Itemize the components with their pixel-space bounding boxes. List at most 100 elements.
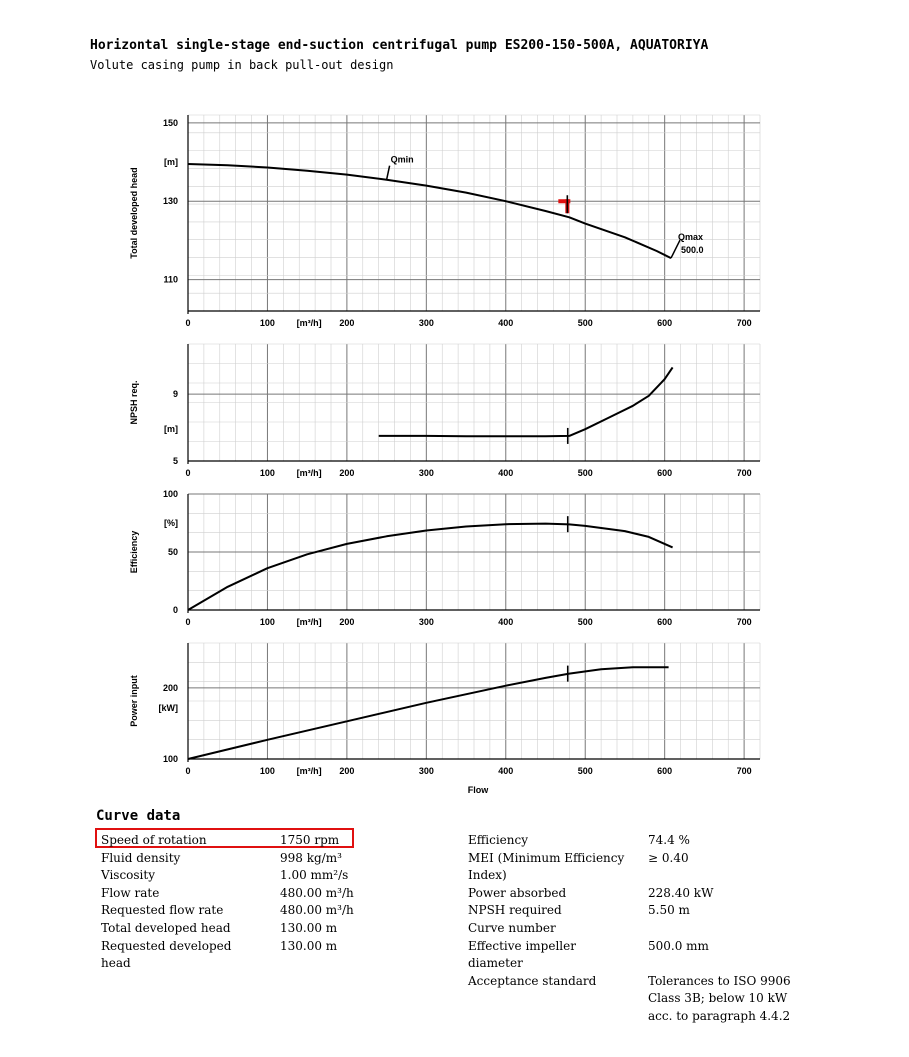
chart0-annotation-diameter: 500.0 <box>681 245 704 255</box>
chart1-xtick-0: 0 <box>185 468 190 478</box>
curve-data-left-labels: Speed of rotation Fluid density Viscosity F… <box>101 832 231 973</box>
curve-data-right-value-2 <box>648 867 791 885</box>
chart3-xlabel: Flow <box>468 785 489 795</box>
chart1-xtick-100: 100 <box>260 468 275 478</box>
curve-data-right-value-10: acc. to paragraph 4.4.2 <box>648 1008 791 1023</box>
curve-data-right-label-2: Index) <box>468 868 507 883</box>
curve-data-right-values: 74.4 % ≥ 0.40 228.40 kW 5.50 m 500.0 mm Toler… <box>648 832 791 1026</box>
chart2-ytick-0: 0 <box>173 605 178 615</box>
chart1-xtick-600: 600 <box>657 468 672 478</box>
curve-data-left-label-2: Viscosity <box>101 868 155 883</box>
curve-data-right-value-6: 500.0 mm <box>648 938 709 953</box>
chart3-xtick-400: 400 <box>498 766 513 776</box>
chart0-xtick-300: 300 <box>419 318 434 328</box>
curve-data-left-value-0: 1750 rpm <box>280 833 340 847</box>
curve-data-right-label-10 <box>468 1008 624 1026</box>
highlight-box <box>95 828 354 848</box>
chart2-yunit: [%] <box>164 518 178 528</box>
chart3-xtick-200: 200 <box>339 766 354 776</box>
curve-data-left-value-3: 480.00 m³/h <box>280 885 354 900</box>
curve-data-left-value-1: 998 kg/m³ <box>280 850 342 865</box>
chart1-ytick-5: 5 <box>173 456 178 466</box>
curve-data-right-value-4: 5.50 m <box>648 903 690 918</box>
chart0-xtick-400: 400 <box>498 318 513 328</box>
chart0-series-0-line <box>187 163 672 259</box>
page-subtitle: Volute casing pump in back pull-out desi… <box>90 58 394 72</box>
curve-data-left-label-7: head <box>101 956 131 971</box>
curve-data-left-value-5: 130.00 m <box>280 920 338 935</box>
chart1-xtick-400: 400 <box>498 468 513 478</box>
chart2-ylabel: Efficiency <box>129 531 139 574</box>
chart0-xtick-200: 200 <box>339 318 354 328</box>
chart1-xtick-200: 200 <box>339 468 354 478</box>
chart2-xtick-0: 0 <box>185 617 190 627</box>
chart0-xtick-500: 500 <box>578 318 593 328</box>
curve-data-right-label-4: NPSH required <box>468 903 562 918</box>
chart3-ytick-100: 100 <box>163 754 178 764</box>
chart3-xunit: [m³/h] <box>297 766 322 776</box>
chart0-qmax-leader <box>670 239 681 259</box>
curve-data-left-value-4: 480.00 m³/h <box>280 903 354 918</box>
chart3-series-0-line <box>187 666 669 760</box>
curve-data-right-label-7: diameter <box>468 956 523 971</box>
chart2-xtick-400: 400 <box>498 617 513 627</box>
curve-data-right-value-8: Tolerances to ISO 9906 <box>648 973 791 988</box>
chart0-xtick-100: 100 <box>260 318 275 328</box>
curve-data-right-value-3: 228.40 kW <box>648 885 714 900</box>
curve-data-left-label-0: Speed of rotation <box>101 833 207 847</box>
curve-data-right-label-3: Power absorbed <box>468 885 567 900</box>
chart2-xtick-500: 500 <box>578 617 593 627</box>
curve-data-right-value-1: ≥ 0.40 <box>648 850 689 865</box>
chart2-xtick-200: 200 <box>339 617 354 627</box>
chart1-xtick-700: 700 <box>737 468 752 478</box>
curve-data-right-label-0: Efficiency <box>468 833 529 847</box>
curve-data-right-value-5 <box>648 920 791 938</box>
curve-data-right-value-0: 74.4 % <box>648 833 690 847</box>
curve-data-right-label-9 <box>468 990 624 1008</box>
curve-data-left-label-3: Flow rate <box>101 885 160 900</box>
chart3-ylabel: Power input <box>129 675 139 727</box>
curve-data-left-value-7 <box>280 955 354 973</box>
chart0-xtick-0: 0 <box>185 318 190 328</box>
chart2-series-0-line <box>187 522 674 611</box>
chart1-yunit: [m] <box>164 424 178 434</box>
chart0-xunit: [m³/h] <box>297 318 322 328</box>
curve-data-right-label-6: Effective impeller <box>468 938 576 953</box>
chart2-xtick-700: 700 <box>737 617 752 627</box>
curve-data-right-label-8: Acceptance standard <box>468 973 597 988</box>
chart3-ytick-200: 200 <box>163 683 178 693</box>
curve-data-left-label-6: Requested developed <box>101 938 232 953</box>
chart3-xtick-500: 500 <box>578 766 593 776</box>
chart0-ytick-110: 110 <box>163 275 178 285</box>
curve-data-right-value-7 <box>648 955 791 973</box>
pump-curve-charts: 110 130 150 [m] Total developed head 0 100 200 3… <box>129 114 761 795</box>
chart0-annotation-qmin: Qmin <box>391 155 414 165</box>
curve-data-right-label-5: Curve number <box>468 920 556 935</box>
chart3-xtick-100: 100 <box>260 766 275 776</box>
chart0-xtick-600: 600 <box>657 318 672 328</box>
curve-data-left-label-5: Total developed head <box>101 920 231 935</box>
curve-data-left-value-6: 130.00 m <box>280 938 338 953</box>
chart0-yunit: [m] <box>164 157 178 167</box>
chart3-xtick-600: 600 <box>657 766 672 776</box>
chart1-ylabel: NPSH req. <box>129 380 139 424</box>
curve-data-title: Curve data <box>96 808 181 824</box>
curve-data-right-labels: Efficiency MEI (Minimum Efficiency Index) P… <box>468 832 624 1026</box>
chart2-xtick-300: 300 <box>419 617 434 627</box>
chart2-xtick-600: 600 <box>657 617 672 627</box>
chart3-xtick-300: 300 <box>419 766 434 776</box>
chart0-ylabel: Total developed head <box>129 167 139 258</box>
chart0-ytick-130: 130 <box>163 196 178 206</box>
chart1-ytick-9: 9 <box>173 389 178 399</box>
curve-data-left-label-4: Requested flow rate <box>101 903 224 918</box>
chart0-annotation-qmax: Qmax <box>678 232 703 242</box>
chart1-xunit: [m³/h] <box>297 468 322 478</box>
curve-data-left-label-1: Fluid density <box>101 850 181 865</box>
chart1-xtick-300: 300 <box>419 468 434 478</box>
chart2-ytick-50: 50 <box>168 547 178 557</box>
chart1-series-0-line <box>378 366 674 438</box>
curve-data-right-label-1: MEI (Minimum Efficiency <box>468 850 625 865</box>
chart3-xtick-700: 700 <box>737 766 752 776</box>
chart3-yunit: [kW] <box>159 703 179 713</box>
chart2-xtick-100: 100 <box>260 617 275 627</box>
